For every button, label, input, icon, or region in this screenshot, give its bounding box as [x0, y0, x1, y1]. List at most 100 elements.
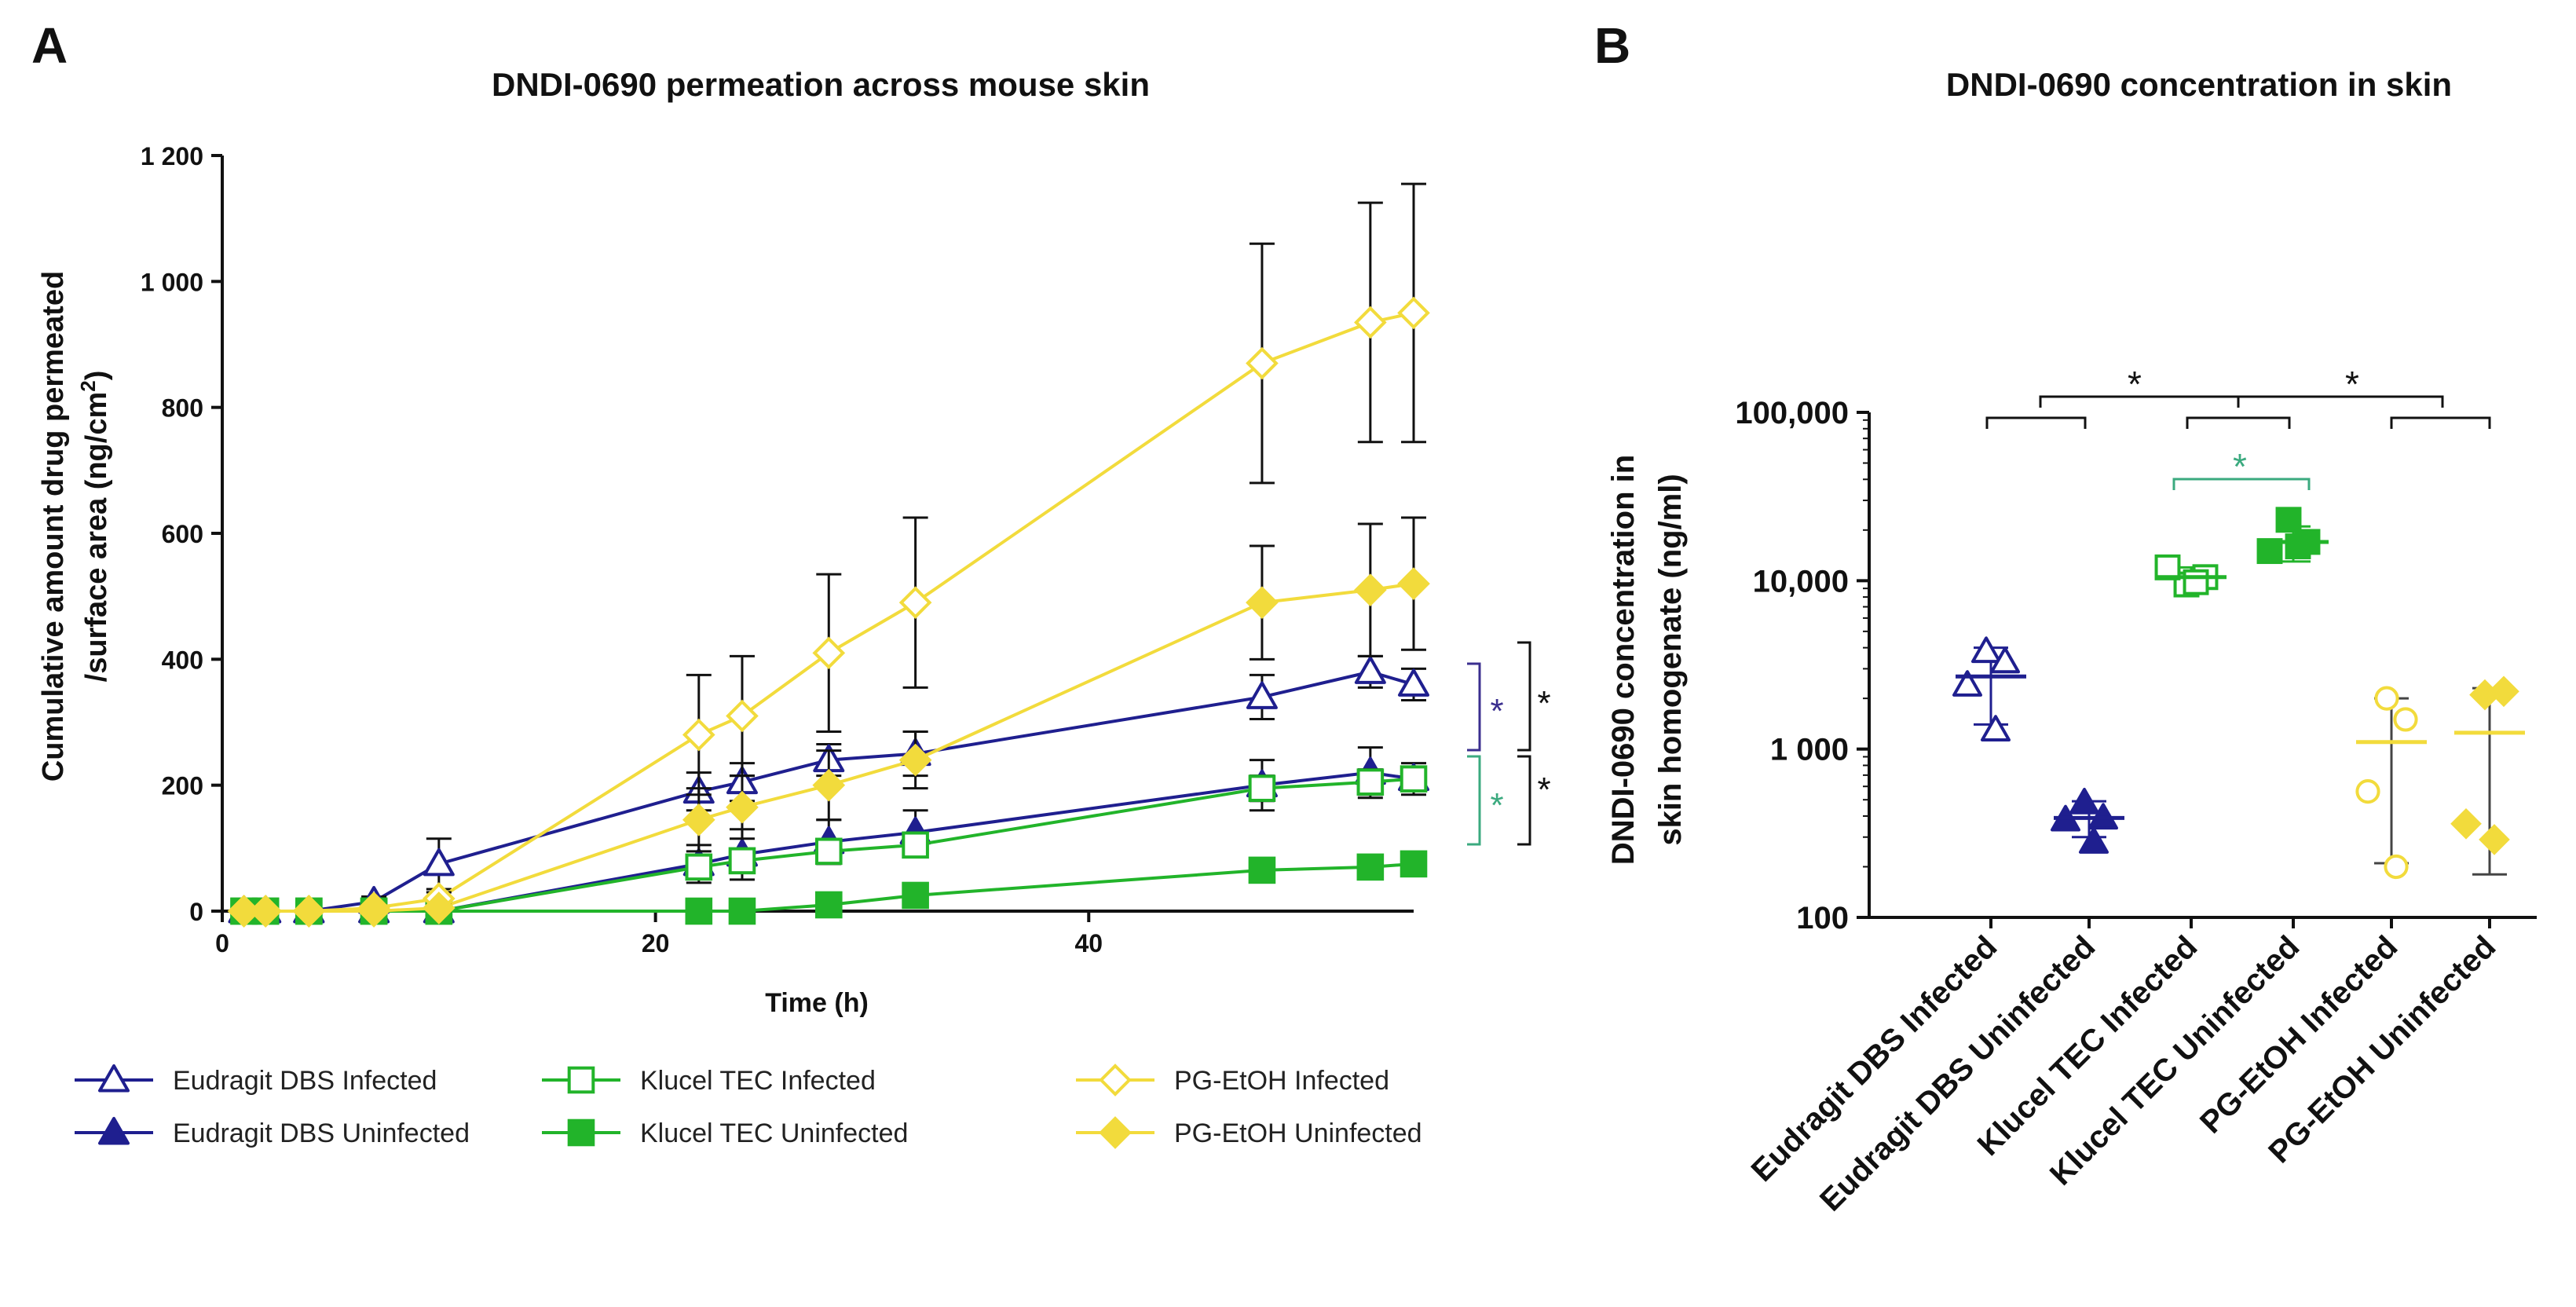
chart-b-point: [2285, 533, 2311, 560]
chart-a-y-tick-label: 1 200: [141, 142, 203, 170]
chart-b-sig-bracket-green: [2172, 478, 2311, 490]
chart-a-point: [1400, 765, 1428, 793]
chart-a-y-tick-label: 800: [162, 394, 203, 423]
chart-a-point: [1354, 573, 1387, 606]
chart-a-ylabel-2-end: ): [80, 371, 113, 381]
chart-a-legend-item: Klucel TEC Infected: [542, 1066, 876, 1096]
chart-a-point: [249, 895, 282, 928]
chart-b-point: [2154, 554, 2181, 580]
chart-a-legend-item: Eudragit DBS Uninfected: [75, 1117, 470, 1148]
chart-a-point: [812, 636, 846, 670]
chart-a-legend-item: Klucel TEC Uninfected: [542, 1118, 908, 1148]
chart-b-title: DNDI-0690 concentration in skin: [1946, 66, 2452, 103]
chart-a-point: [1248, 774, 1276, 802]
chart-b-y-tick-label: 100: [1796, 901, 1849, 935]
chart-a-ylabel-1: Cumulative amount drug permeated: [37, 271, 70, 782]
chart-b-sig-star: *: [2233, 446, 2247, 487]
chart-a-legend-marker: [1099, 1116, 1132, 1149]
chart-a-point: [1397, 567, 1430, 600]
chart-b-sig-bracket-low: [2390, 416, 2491, 429]
chart-a-series-5: [227, 516, 1430, 928]
chart-b-point: [1981, 715, 2011, 741]
chart-a-sig-star: *: [1537, 684, 1550, 723]
chart-a-x-tick-label: 20: [642, 929, 670, 957]
chart-b-group-2: [2154, 554, 2227, 598]
chart-a-point: [292, 895, 326, 928]
chart-a-sig-bracket: [1467, 662, 1481, 752]
chart-a-legend-marker: [98, 1117, 130, 1145]
chart-a-sig-bracket: [1467, 755, 1481, 846]
chart-a-x-tick-label: 40: [1074, 929, 1103, 957]
chart-a-y-tick-label: 1 000: [141, 268, 203, 296]
chart-b-group-5: [2450, 675, 2525, 876]
chart-b-sig-star: *: [2128, 364, 2142, 405]
chart-a-legend-label: Eudragit DBS Uninfected: [173, 1118, 470, 1148]
chart-b-point: [2450, 807, 2482, 840]
chart-b-point: [2355, 779, 2380, 804]
chart-a-point: [902, 831, 929, 859]
chart-a-point: [728, 847, 756, 875]
chart-a-y-tick-label: 0: [189, 898, 203, 926]
chart-a-point: [902, 881, 929, 910]
chart-b-y-tick-label: 1 000: [1770, 733, 1849, 767]
chart-b-sig-star: *: [2345, 364, 2359, 405]
chart-b-point: [2384, 854, 2409, 880]
chart-a-legend-marker: [1099, 1064, 1132, 1096]
chart-a-point: [726, 790, 759, 824]
chart-a-sig-bracket: [1517, 641, 1531, 752]
chart-a-point: [1354, 656, 1386, 684]
chart-a-point: [814, 891, 843, 919]
chart-b-point: [2488, 675, 2519, 708]
chart-a-point: [898, 586, 932, 620]
chart-a-point: [682, 803, 715, 837]
chart-a-point: [682, 718, 715, 752]
chart-a-point: [812, 768, 846, 802]
chart-a-title: DNDI-0690 permeation across mouse skin: [492, 66, 1150, 103]
chart-b-point: [2275, 507, 2302, 533]
chart-b-point: [1971, 636, 2001, 664]
chart-a-point: [1356, 853, 1385, 881]
chart-b-sig-bracket-low: [1985, 416, 2087, 429]
chart-b-point: [2069, 787, 2099, 815]
panel-label-b: B: [1594, 17, 1630, 74]
chart-a-y-tick-label: 400: [162, 646, 203, 674]
chart-a-legend-label: PG-EtOH Uninfected: [1174, 1118, 1422, 1148]
chart-a-xlabel: Time (h): [765, 988, 869, 1018]
chart-a-point: [1356, 768, 1385, 796]
chart-a-point: [685, 853, 713, 881]
chart-a-legend-item: PG-EtOH Infected: [1076, 1064, 1389, 1096]
chart-b-sig-bracket-low: [2186, 416, 2291, 429]
chart-a-legend-marker: [98, 1064, 130, 1093]
chart-a-sig-star: *: [1490, 692, 1503, 730]
chart-a-y-tick-label: 200: [162, 772, 203, 800]
chart-b-point: [1952, 670, 1982, 697]
chart-b-y-tick-label: 100,000: [1735, 396, 1849, 430]
chart-a-legend-label: PG-EtOH Infected: [1174, 1066, 1389, 1096]
chart-b-point: [2393, 707, 2418, 732]
chart-a-legend: Eudragit DBS Infected Eudragit DBS Uninfe…: [75, 1064, 1422, 1149]
chart-b-point: [1990, 646, 2020, 674]
panel-label-a: A: [31, 17, 68, 74]
chart-b-y-tick-label: 10,000: [1753, 564, 1849, 599]
chart-a-point: [1398, 668, 1429, 697]
chart-b-ylabel-2: skin homogenate (ng/ml): [1653, 474, 1688, 845]
chart-b-group-0: [1952, 636, 2026, 741]
chart-b-group-4: [2355, 686, 2427, 880]
chart-a-legend-item: PG-EtOH Uninfected: [1076, 1116, 1422, 1149]
chart-b-group-1: [2051, 787, 2124, 854]
chart-b-point: [2374, 686, 2399, 711]
chart-a-legend-label: Klucel TEC Uninfected: [640, 1118, 908, 1148]
chart-a-point: [1354, 306, 1387, 339]
chart-a-legend-label: Eudragit DBS Infected: [173, 1066, 437, 1096]
chart-b-point: [2479, 824, 2510, 855]
chart-b-point: [2183, 569, 2209, 595]
chart-a-point: [726, 699, 759, 733]
chart-b-sig-bracket-high: [2237, 395, 2444, 408]
chart-a-point: [227, 895, 261, 928]
chart-a-x-tick-label: 0: [215, 929, 229, 957]
chart-a-sig-star: *: [1490, 786, 1503, 825]
chart-a-point: [422, 891, 456, 924]
chart-a-point: [1246, 586, 1279, 620]
chart-a-legend-marker: [567, 1118, 595, 1147]
